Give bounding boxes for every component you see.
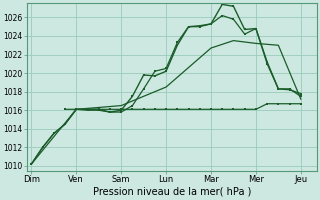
- X-axis label: Pression niveau de la mer( hPa ): Pression niveau de la mer( hPa ): [92, 187, 251, 197]
